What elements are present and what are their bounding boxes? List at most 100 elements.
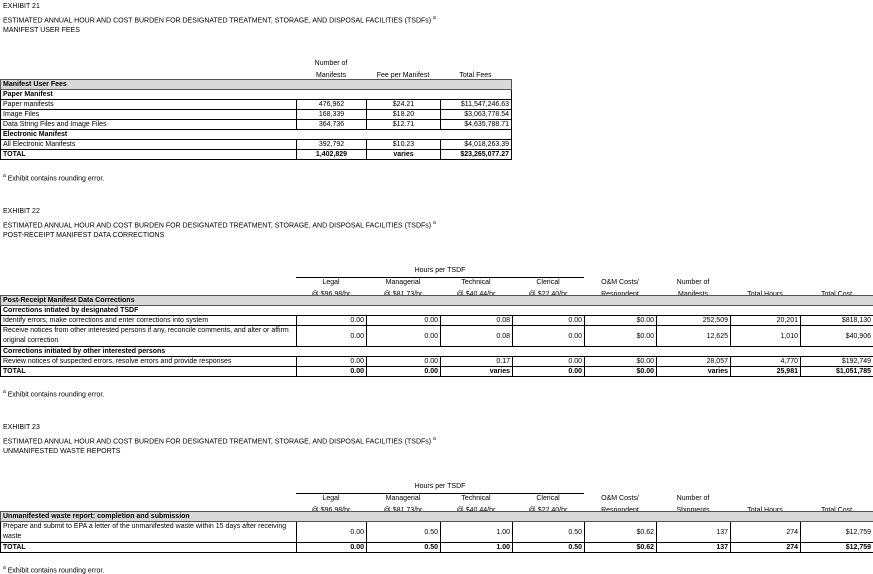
- table-row: Prepare and submit to EPA a letter of th…: [1, 522, 873, 543]
- cell-value: $0.00: [585, 357, 657, 367]
- cell-value: varies: [367, 150, 441, 160]
- footnote-marker: a: [433, 220, 436, 226]
- cell-value: 0.00: [297, 316, 367, 326]
- cell-value: 0.50: [367, 543, 441, 553]
- column-header-line: [800, 493, 873, 505]
- section-header-row: Unmanifested waste report: completion an…: [1, 512, 873, 522]
- exhibit-subtitle: MANIFEST USER FEES: [3, 27, 80, 34]
- row-label: Review notices of suspected errors, reso…: [1, 357, 297, 367]
- column-header-line: [366, 58, 440, 70]
- column-header-line: O&M Costs/: [584, 493, 656, 505]
- cell-value: 0.08: [441, 326, 513, 347]
- data-table: Post-Receipt Manifest Data Corrections Co…: [0, 295, 873, 377]
- table-row: Review notices of suspected errors, reso…: [1, 357, 873, 367]
- cell-value: $818,130: [801, 316, 873, 326]
- exhibit-subtitle: UNMANIFESTED WASTE REPORTS: [3, 448, 120, 455]
- cell-value: $24.21: [367, 100, 441, 110]
- column-header-line: Clerical: [512, 277, 584, 289]
- cell-value: $12.71: [367, 120, 441, 130]
- column-header-line: Number of: [656, 493, 730, 505]
- cell-value: $0.00: [585, 367, 657, 377]
- row-label: Identify errors, make corrections and en…: [1, 316, 297, 326]
- cell-value: $12,759: [801, 543, 873, 553]
- row-label: Corrections initiated by other intereste…: [1, 347, 873, 357]
- row-label: Paper Manifest: [1, 90, 512, 100]
- cell-value: $23,265,077.27: [441, 150, 512, 160]
- cell-value: $12,759: [801, 522, 873, 543]
- cell-value: $4,635,788.71: [441, 120, 512, 130]
- cell-value: 12,625: [657, 326, 731, 347]
- cell-value: 0.00: [297, 543, 367, 553]
- footnote-marker: a: [433, 15, 436, 21]
- column-header-line: [730, 277, 800, 289]
- cell-value: $40,906: [801, 326, 873, 347]
- column-header-line: Number of: [296, 58, 366, 70]
- exhibit-title: ESTIMATED ANNUAL HOUR AND COST BURDEN FO…: [3, 220, 436, 229]
- row-label: Manifest User Fees: [1, 80, 512, 90]
- row-label: All Electronic Manifests: [1, 140, 297, 150]
- cell-value: 1.00: [441, 543, 513, 553]
- row-label: Unmanifested waste report: completion an…: [1, 512, 873, 522]
- cell-value: $0.62: [585, 522, 657, 543]
- cell-value: $18.20: [367, 110, 441, 120]
- cell-value: 0.00: [513, 316, 585, 326]
- cell-value: varies: [441, 367, 513, 377]
- cell-value: 168,339: [297, 110, 367, 120]
- row-label: Post-Receipt Manifest Data Corrections: [1, 296, 873, 306]
- footnote: a Exhibit contains rounding error.: [3, 389, 104, 398]
- cell-value: 0.00: [297, 357, 367, 367]
- row-label: Image Files: [1, 110, 297, 120]
- footnote: a Exhibit contains rounding error.: [3, 173, 104, 182]
- subsection-header-row: Electronic Manifest: [1, 130, 512, 140]
- subsection-header-row: Paper Manifest: [1, 90, 512, 100]
- section-header-row: Manifest User Fees: [1, 80, 512, 90]
- row-label: Receive notices from other interested pe…: [1, 326, 297, 347]
- cell-value: 0.00: [297, 522, 367, 543]
- cell-value: 0.00: [367, 316, 441, 326]
- cell-value: 0.17: [441, 357, 513, 367]
- cell-value: $192,749: [801, 357, 873, 367]
- column-header-line: [800, 277, 873, 289]
- cell-value: $0.00: [585, 326, 657, 347]
- cell-value: 0.00: [513, 367, 585, 377]
- table-row: Receive notices from other interested pe…: [1, 326, 873, 347]
- cell-value: $0.00: [585, 316, 657, 326]
- data-table: Unmanifested waste report: completion an…: [0, 511, 873, 553]
- group-header-rule: [296, 277, 584, 278]
- column-header-line: Technical: [440, 493, 512, 505]
- cell-value: 0.00: [297, 367, 367, 377]
- cell-value: 274: [731, 543, 801, 553]
- column-header-line: Technical: [440, 277, 512, 289]
- cell-value: 0.00: [297, 326, 367, 347]
- cell-value: 137: [657, 522, 731, 543]
- exhibit-subtitle: POST-RECEIPT MANIFEST DATA CORRECTIONS: [3, 232, 164, 239]
- subsection-header-row: Corrections initiated by other intereste…: [1, 347, 873, 357]
- row-label: Paper manifests: [1, 100, 297, 110]
- cell-value: $3,063,778.54: [441, 110, 512, 120]
- cell-value: $0.62: [585, 543, 657, 553]
- cell-value: 28,057: [657, 357, 731, 367]
- cell-value: $11,547,246.63: [441, 100, 512, 110]
- column-header-line: [730, 493, 800, 505]
- cell-value: 1.00: [441, 522, 513, 543]
- cell-value: 0.50: [513, 543, 585, 553]
- group-header-rule: [296, 493, 584, 494]
- group-header: Hours per TSDF: [296, 481, 584, 493]
- column-header-line: Legal: [296, 493, 366, 505]
- cell-value: 1,402,829: [297, 150, 367, 160]
- cell-value: 274: [731, 522, 801, 543]
- cell-value: 0.00: [367, 357, 441, 367]
- exhibit-title: ESTIMATED ANNUAL HOUR AND COST BURDEN FO…: [3, 436, 436, 445]
- cell-value: 0.00: [367, 326, 441, 347]
- footnote-marker: a: [3, 173, 6, 179]
- cell-value: 476,962: [297, 100, 367, 110]
- cell-value: 1,010: [731, 326, 801, 347]
- cell-value: 0.08: [441, 316, 513, 326]
- row-label: Data String Files and Image Files: [1, 120, 297, 130]
- cell-value: 4,770: [731, 357, 801, 367]
- column-header-line: O&M Costs/: [584, 277, 656, 289]
